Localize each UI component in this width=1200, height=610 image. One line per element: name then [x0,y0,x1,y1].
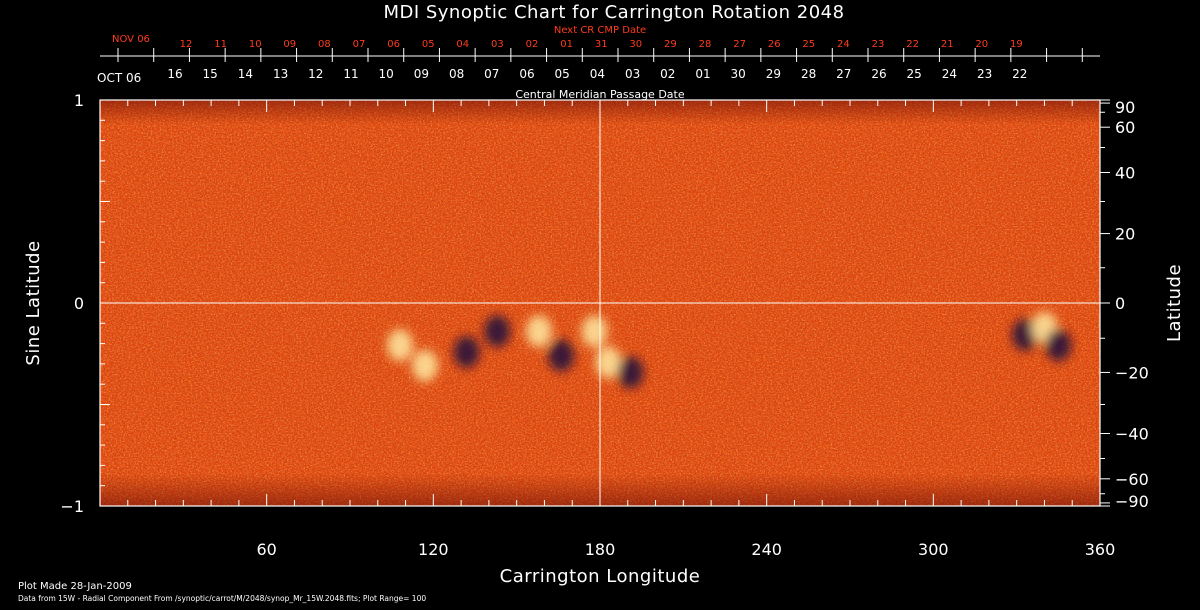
cmp-date-label: 08 [449,67,464,81]
next-cr-date-label: 01 [560,39,573,50]
cmp-date-label: 16 [167,67,182,81]
grid-lines [100,100,1100,506]
next-cr-date-label: 30 [629,39,642,50]
cmp-date-label: 24 [942,67,957,81]
next-cr-date-label: 19 [1010,39,1023,50]
y-tick-label: 0 [74,294,84,313]
cmp-date-label: 27 [836,67,851,81]
cmp-date-label: 29 [766,67,781,81]
x-tick-label: 360 [1085,540,1116,559]
lat-tick-label: −60 [1115,470,1149,489]
next-cr-date-label: 04 [456,39,469,50]
active-region-9 [617,356,644,389]
cmp-date-label: 03 [625,67,640,81]
cmp-date-label: 14 [238,67,253,81]
active-region-5 [525,315,552,348]
y-tick-label: 1 [74,91,84,110]
next-cr-date-axis: 12 11 10 09 08 07 06 05 04 03 02 01 31 30 29 28 27 26 25 24… [100,39,1100,57]
lat-tick-label: −90 [1115,492,1149,511]
next-cr-month-label: NOV 06 [112,34,150,45]
active-region-3 [453,336,480,369]
next-cr-date-label: 25 [802,39,815,50]
active-regions [387,311,1072,389]
plot-made-label: Plot Made 28-Jan-2009 [18,581,132,592]
next-cr-date-label: 08 [318,39,331,50]
next-cr-date-label: 24 [837,39,850,50]
next-cr-date-label: 28 [699,39,712,50]
cmp-date-label: 10 [379,67,394,81]
next-cr-date-label: 23 [872,39,885,50]
cmp-date-label: 22 [1012,67,1027,81]
cmp-axis-label: Central Meridian Passage Date [515,88,684,101]
y-axis-title-right: Latitude [1164,264,1185,342]
active-region-4 [484,315,511,348]
cmp-date-label: 12 [308,67,323,81]
x-tick-label: 240 [751,540,782,559]
cmp-date-label: 04 [590,67,605,81]
cmp-date-label: 07 [484,67,499,81]
next-cr-date-label: 20 [975,39,988,50]
next-cr-date-label: 02 [526,39,539,50]
lat-tick-label: 20 [1115,225,1135,244]
next-cr-date-label: 03 [491,39,504,50]
cmp-month-label: OCT 06 [97,71,141,85]
x-axis-title: Carrington Longitude [500,566,701,587]
x-axis: 60 120 180 240 300 360 [127,100,1116,559]
data-source-label: Data from 15W - Radial Component From /s… [18,594,426,603]
next-cr-label: Next CR CMP Date [554,25,646,36]
active-region-12 [1045,329,1072,362]
lat-tick-label: 60 [1115,118,1135,137]
next-cr-date-label: 06 [387,39,400,50]
y-axis-title: Sine Latitude [23,240,44,365]
next-cr-date-label: 12 [180,39,193,50]
x-tick-label: 300 [918,540,949,559]
lat-tick-label: −20 [1115,363,1149,382]
active-region-2 [412,349,438,382]
next-cr-date-label: 07 [353,39,366,50]
cmp-date-label: 15 [203,67,218,81]
cmp-date-label: 01 [695,67,710,81]
cmp-date-label: 25 [907,67,922,81]
x-tick-label: 60 [256,540,276,559]
lat-tick-label: −40 [1115,424,1149,443]
x-tick-label: 120 [418,540,449,559]
cmp-date-label: 26 [871,67,886,81]
next-cr-date-label: 05 [422,39,435,50]
lat-tick-label: 40 [1115,164,1135,183]
active-region-8 [595,346,622,379]
x-tick-label: 180 [585,540,616,559]
next-cr-date-label: 09 [283,39,296,50]
cmp-date-label: 13 [273,67,288,81]
cmp-date-label: 30 [731,67,746,81]
lat-tick-label: 0 [1115,294,1125,313]
next-cr-date-label: 11 [214,39,227,50]
y-axis-sine-latitude: 1 0 −1 [60,91,110,516]
cmp-date-label: 23 [977,67,992,81]
active-region-1 [387,329,413,362]
chart-title: MDI Synoptic Chart for Carrington Rotati… [383,2,844,23]
next-cr-date-label: 27 [733,39,746,50]
active-region-6 [548,339,575,372]
next-cr-date-label: 31 [595,39,608,50]
cmp-date-label: 06 [519,67,534,81]
cmp-date-axis: 16 15 14 13 12 11 10 09 08 07 06 05 04 03 02 01 30 29 28 27… [117,56,1083,81]
cmp-date-label: 02 [660,67,675,81]
next-cr-date-label: 22 [906,39,919,50]
next-cr-date-label: 26 [768,39,781,50]
next-cr-date-label: 21 [941,39,954,50]
next-cr-date-label: 29 [664,39,677,50]
cmp-date-label: 05 [555,67,570,81]
cmp-date-label: 11 [343,67,358,81]
active-region-7 [581,315,608,348]
next-cr-date-label: 10 [249,39,262,50]
cmp-date-label: 09 [414,67,429,81]
cmp-date-label: 28 [801,67,816,81]
y-tick-label: −1 [60,497,84,516]
lat-tick-label: 90 [1115,98,1135,117]
